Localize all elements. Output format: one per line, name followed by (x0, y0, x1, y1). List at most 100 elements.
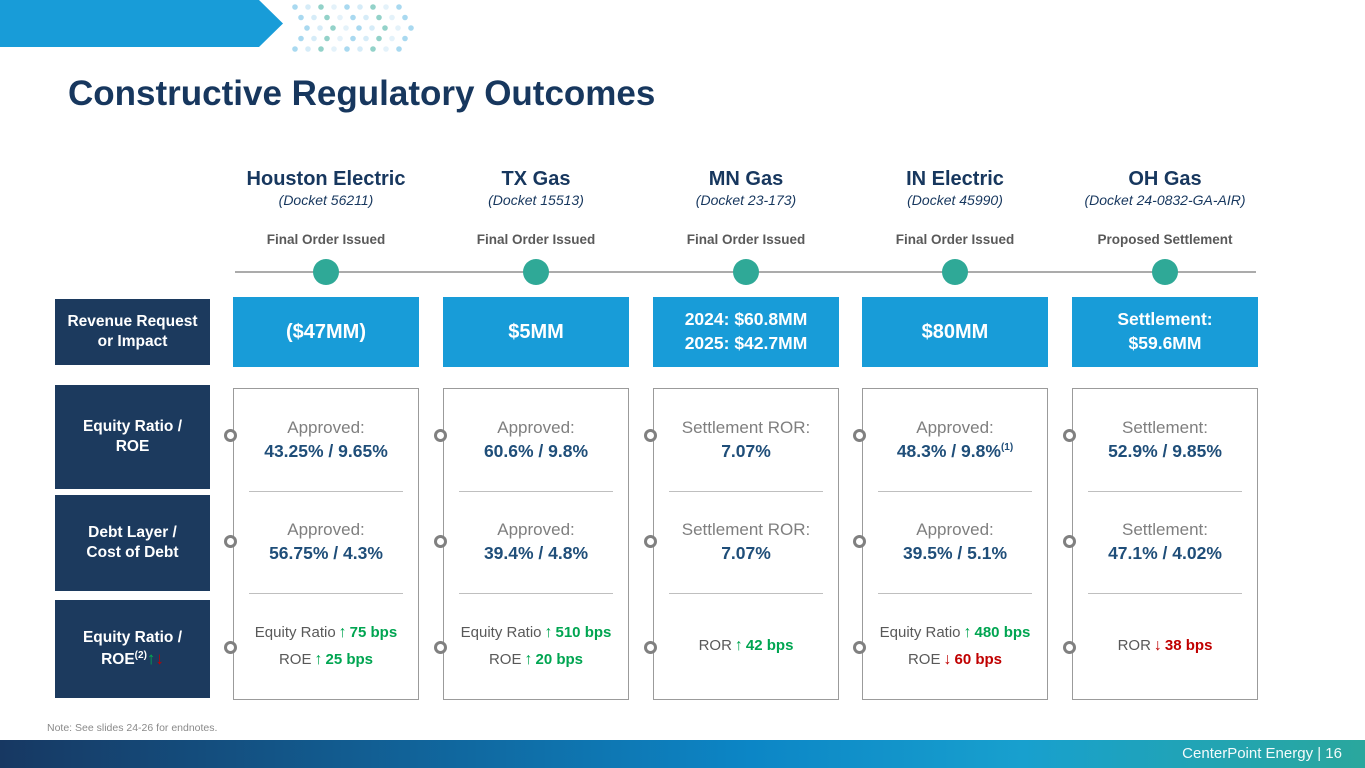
cell-label: Settlement ROR: (681, 418, 811, 437)
row-label-equity-roe-change: Equity Ratio / ROE(2) (55, 600, 210, 698)
timeline-dot (942, 259, 968, 285)
order-status: Final Order Issued (686, 232, 806, 247)
change-arrow-value: 480 bps (964, 624, 1031, 641)
change-arrow-value: 510 bps (545, 624, 612, 641)
utility-name: IN Electric (906, 168, 1004, 190)
change-value: 38 bps (1164, 637, 1213, 654)
endnote-superscript: (2) (134, 649, 147, 661)
change-arrow-value: 20 bps (524, 651, 583, 668)
change-value: 25 bps (325, 650, 374, 668)
page-title: Constructive Regulatory Outcomes (68, 74, 656, 113)
change-arrow-value: 25 bps (314, 651, 373, 668)
change-cell: Equity Ratio 75 bps ROE 25 bps (234, 595, 418, 697)
cell-value: 43.25% / 9.65% (264, 441, 388, 462)
connector-node (853, 641, 866, 654)
revenue-value: Settlement: (1117, 309, 1213, 330)
value-text: 43.25% / 9.65% (264, 441, 388, 461)
equity-roe-cell: Settlement ROR: 7.07% (654, 391, 838, 489)
connector-node (224, 641, 237, 654)
footer-brand-page-number: CenterPoint Energy | 16 (1182, 745, 1342, 762)
timeline-dot (1152, 259, 1178, 285)
value-text: 52.9% / 9.85% (1108, 441, 1222, 461)
cell-label: Approved: (287, 520, 365, 539)
cell-value: 47.1% / 4.02% (1108, 543, 1222, 563)
change-arrow-value: 42 bps (735, 637, 794, 654)
cell-divider (668, 593, 824, 594)
row-label-revenue: Revenue Request or Impact (55, 299, 210, 365)
docket-number: (Docket 23-173) (695, 192, 797, 208)
order-status: Final Order Issued (266, 232, 386, 247)
debt-cell: Settlement: 47.1% / 4.02% (1073, 493, 1257, 591)
cell-value: 39.5% / 5.1% (902, 543, 1008, 563)
revenue-value: $80MM (921, 320, 989, 343)
row-label-line: ROE (115, 438, 150, 455)
column-header-oh-gas: OH Gas (Docket 24-0832-GA-AIR) (1072, 168, 1258, 208)
change-line: ROE 60 bps (908, 648, 1002, 672)
row-label-line: Equity Ratio / (82, 628, 183, 646)
cell-label: Approved: (916, 520, 994, 539)
row-label-line: Debt Layer / (88, 523, 177, 541)
cell-value: 7.07% (721, 543, 771, 563)
row-label-equity-roe: Equity Ratio / ROE (55, 385, 210, 489)
value-text: 60.6% / 9.8% (483, 441, 589, 461)
connector-node (644, 429, 657, 442)
equity-roe-cell: Approved: 60.6% / 9.8% (444, 391, 628, 489)
change-arrow-value: 38 bps (1154, 637, 1213, 654)
cell-value: 60.6% / 9.8% (484, 441, 588, 462)
cell-value: 7.07% (721, 441, 771, 462)
connector-node (644, 535, 657, 548)
revenue-value: 2024: $60.8MM (684, 309, 808, 330)
change-value: 75 bps (349, 623, 398, 641)
change-metric: ROR (698, 637, 732, 654)
change-cell: ROR 38 bps (1073, 595, 1257, 697)
change-cell: Equity Ratio 480 bps ROE 60 bps (863, 595, 1047, 697)
outcome-card-in-electric: Approved: 48.3% / 9.8%(1) Approved: 39.5… (853, 388, 1048, 700)
utility-name: MN Gas (708, 168, 784, 190)
cell-label: Settlement: (1122, 418, 1208, 437)
cell-divider (877, 593, 1033, 594)
connector-node (853, 429, 866, 442)
timeline-dot (313, 259, 339, 285)
change-line: Equity Ratio 510 bps (461, 621, 612, 645)
change-metric: Equity Ratio (254, 623, 336, 641)
connector-node (644, 641, 657, 654)
change-cell: Equity Ratio 510 bps ROE 20 bps (444, 595, 628, 697)
change-metric: Equity Ratio (879, 623, 961, 641)
change-line: ROE 25 bps (279, 648, 373, 672)
down-arrow-icon (155, 649, 164, 668)
row-label-line: Equity Ratio / (82, 417, 183, 435)
revenue-box-in-electric: $80MM (862, 297, 1048, 367)
column-header-houston-electric: Houston Electric (Docket 56211) (233, 168, 419, 208)
cell-divider (877, 491, 1033, 492)
change-arrow-value: 60 bps (943, 651, 1002, 668)
revenue-box-mn-gas: 2024: $60.8MM 2025: $42.7MM (653, 297, 839, 367)
cell-value: 48.3% / 9.8%(1) (897, 441, 1013, 462)
debt-cell: Settlement ROR: 7.07% (654, 493, 838, 591)
endnote-superscript: (1) (1000, 442, 1014, 454)
row-label-line: Revenue Request (67, 312, 198, 330)
debt-cell: Approved: 56.75% / 4.3% (234, 493, 418, 591)
connector-node (434, 429, 447, 442)
utility-name: TX Gas (501, 168, 571, 190)
revenue-box-oh-gas: Settlement: $59.6MM (1072, 297, 1258, 367)
cell-label: Approved: (916, 418, 994, 437)
connector-node (224, 429, 237, 442)
change-metric: ROE (907, 650, 941, 668)
utility-name: Houston Electric (246, 168, 406, 190)
footer-bar: CenterPoint Energy | 16 (0, 740, 1365, 768)
debt-cell: Approved: 39.4% / 4.8% (444, 493, 628, 591)
cell-divider (248, 593, 404, 594)
outcome-card-houston-electric: Approved: 43.25% / 9.65% Approved: 56.75… (224, 388, 419, 700)
cell-label: Settlement ROR: (681, 520, 811, 539)
change-line: Equity Ratio 75 bps (255, 621, 397, 645)
cell-divider (1087, 491, 1243, 492)
docket-number: (Docket 24-0832-GA-AIR) (1084, 192, 1246, 208)
timeline-dot (523, 259, 549, 285)
endnote-reference: Note: See slides 24-26 for endnotes. (47, 722, 218, 734)
order-status: Final Order Issued (476, 232, 596, 247)
equity-roe-cell: Approved: 43.25% / 9.65% (234, 391, 418, 489)
docket-number: (Docket 45990) (907, 192, 1003, 208)
change-metric: ROE (278, 650, 312, 668)
change-value: 42 bps (745, 637, 794, 654)
row-label-line: Cost of Debt (86, 544, 179, 561)
